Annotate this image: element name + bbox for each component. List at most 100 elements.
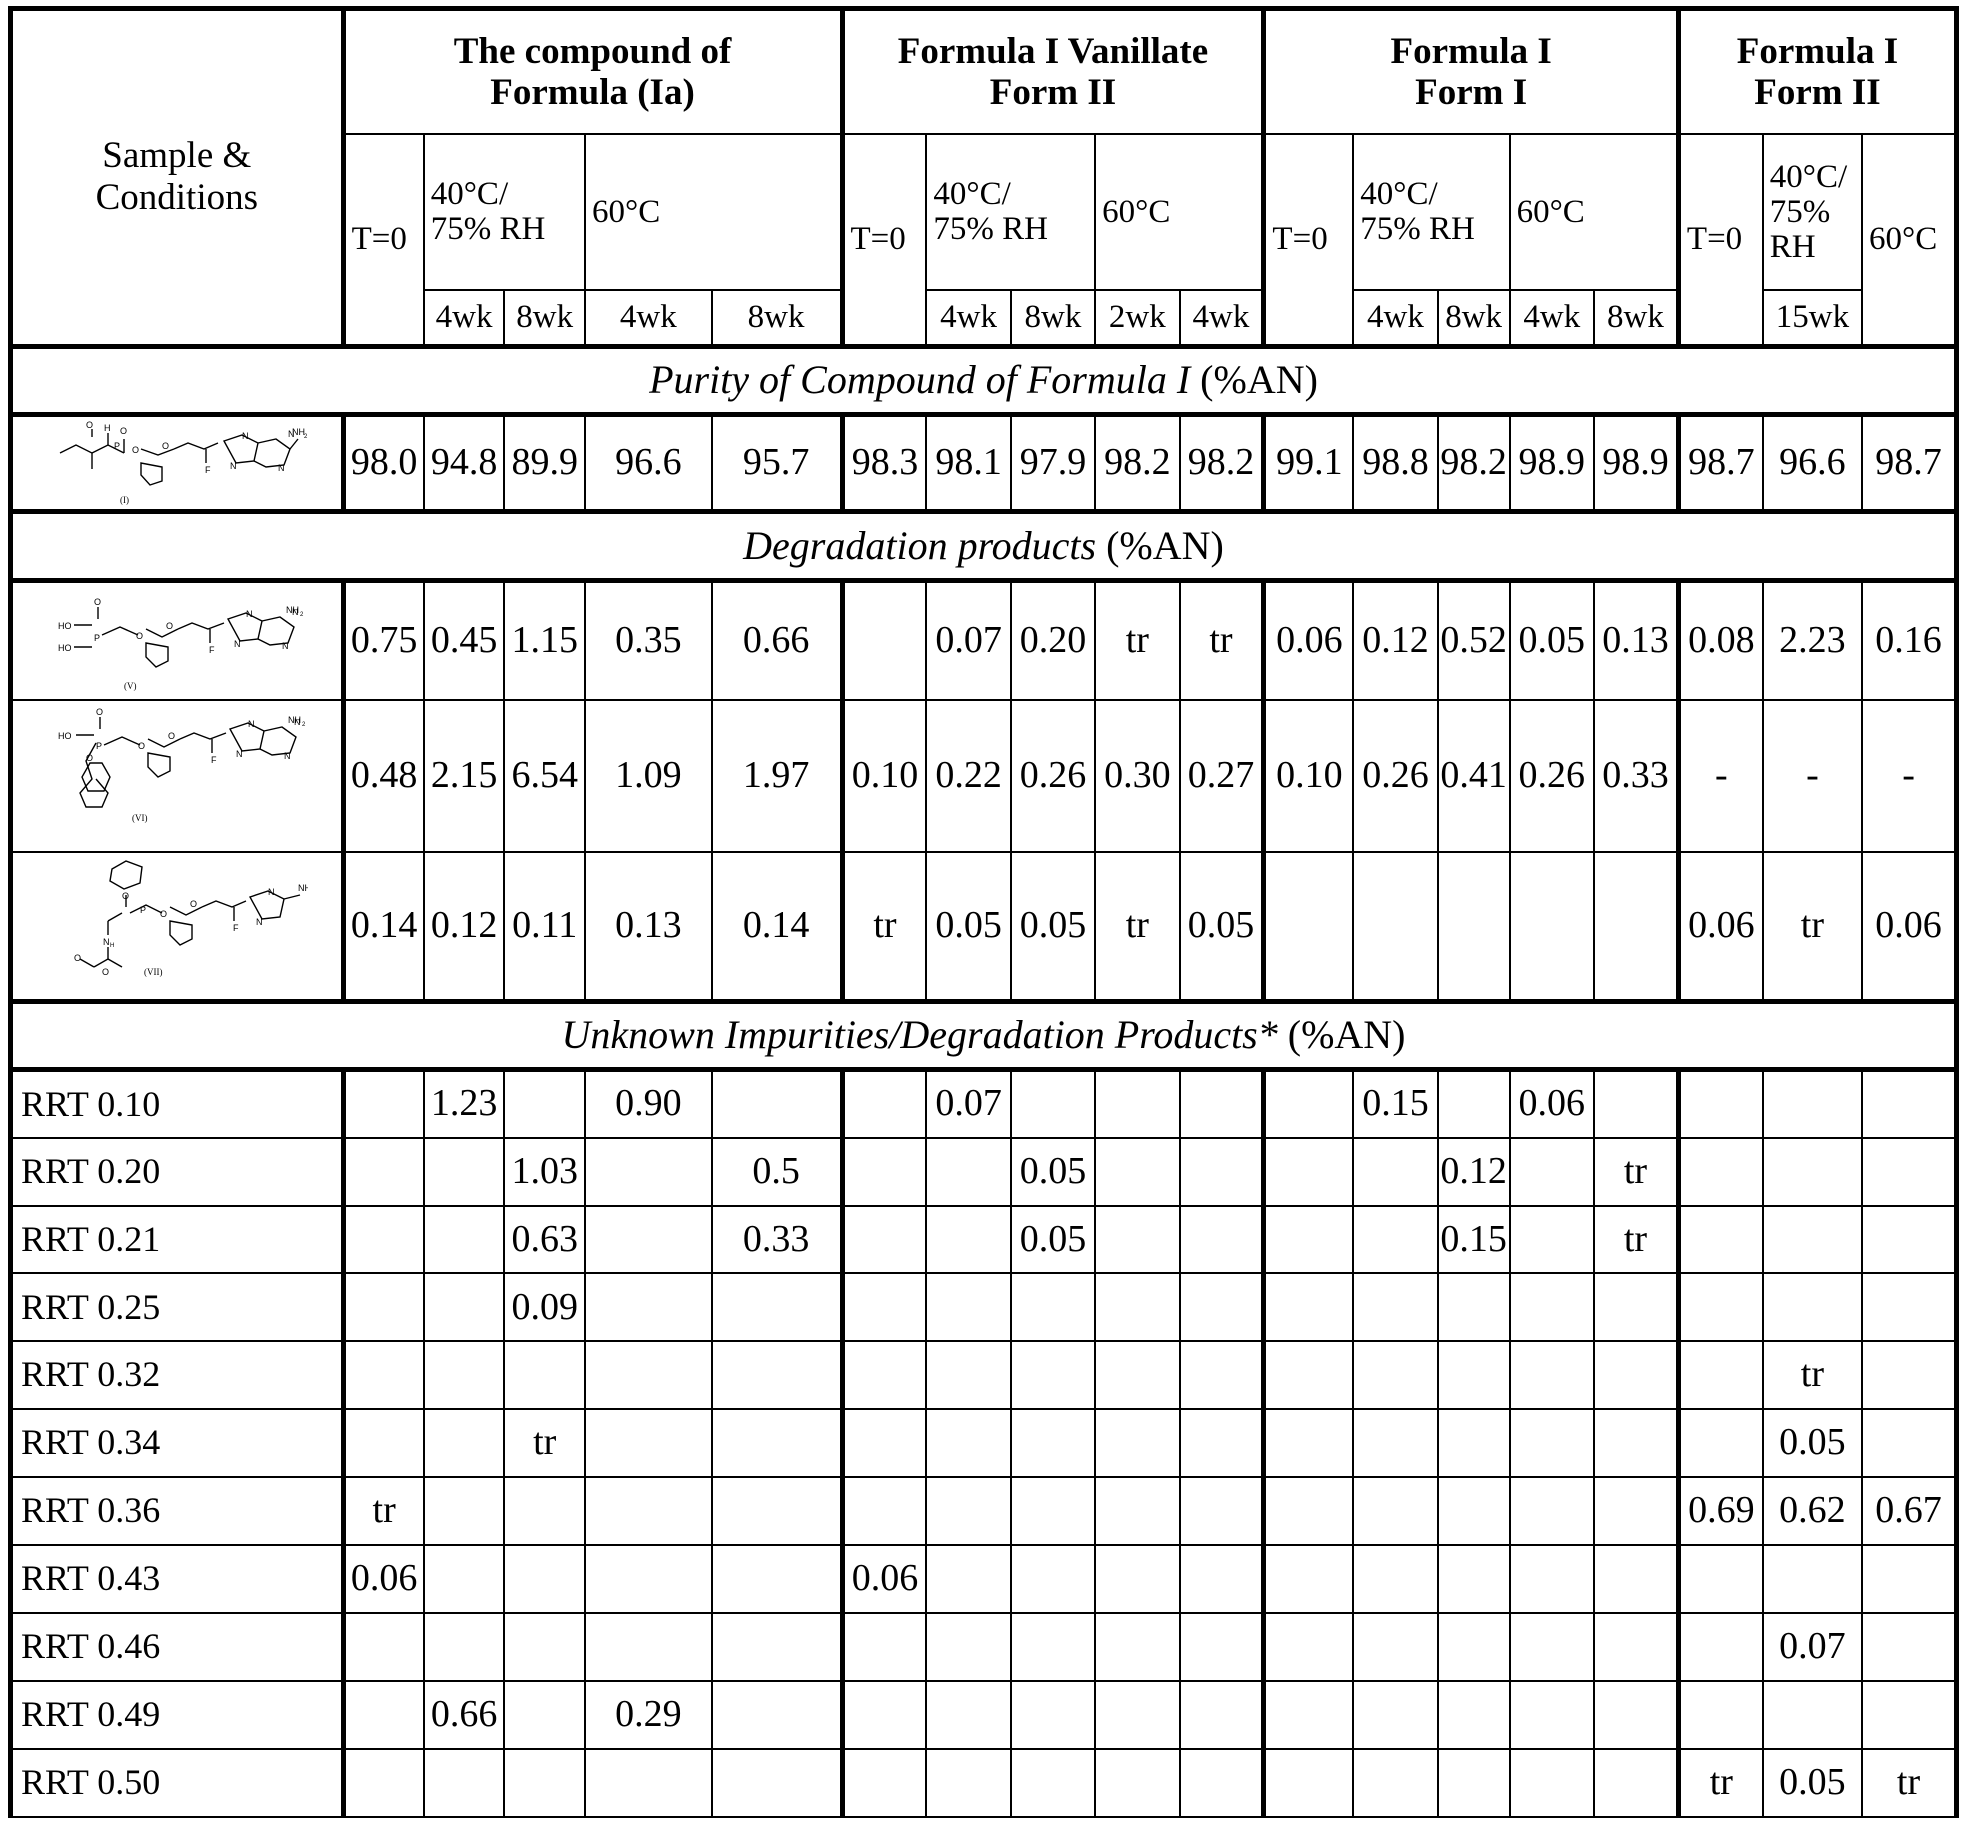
svg-text:N: N — [246, 609, 253, 619]
rrt-cell-r4-c9 — [1180, 1341, 1264, 1409]
sample-label-line1: Sample & — [13, 135, 341, 178]
structure-formula-i-svg: O O H P O O F N N N N NH 2 (I) — [46, 419, 308, 507]
rrt-cell-r4-c5 — [842, 1341, 926, 1409]
cell-v-14: 0.13 — [1594, 580, 1678, 700]
rrt-cell-r1-c2: 1.03 — [504, 1138, 585, 1206]
structure-compound-vi-svg: HO O P O O O F N N N N NH 2 (VI) — [46, 703, 308, 849]
rrt-cell-r3-c3 — [585, 1273, 712, 1341]
cell-v-8: tr — [1095, 580, 1179, 700]
structure-compound-vii: O P O O N H O O F N N NH 2 (VII) — [11, 852, 344, 1002]
svg-text:P: P — [96, 741, 102, 751]
rrt-cell-r10-c7 — [1011, 1749, 1095, 1817]
rrt-cell-r2-c14: tr — [1594, 1206, 1678, 1274]
cell-purity-17: 98.7 — [1862, 415, 1956, 512]
cond-fii-rh: 40°C/ 75% RH — [1763, 134, 1862, 290]
rrt-cell-r10-c14 — [1594, 1749, 1678, 1817]
rrt-cell-r6-c7 — [1011, 1477, 1095, 1545]
rrt-cell-r4-c1 — [424, 1341, 505, 1409]
cond-van-rh-line2: 75% RH — [933, 212, 1094, 247]
rrt-cell-r2-c7: 0.05 — [1011, 1206, 1095, 1274]
svg-text:2: 2 — [304, 434, 308, 440]
rrt-table-row: RRT 0.250.09 — [11, 1273, 1957, 1341]
svg-text:2: 2 — [302, 722, 306, 728]
svg-text:HO: HO — [58, 643, 72, 653]
cell-v-10: 0.06 — [1264, 580, 1353, 700]
cell-vi-7: 0.26 — [1011, 700, 1095, 852]
rrt-cell-r9-c6 — [926, 1681, 1010, 1749]
rrt-cell-r5-c5 — [842, 1409, 926, 1477]
svg-text:O: O — [102, 967, 109, 977]
cond-fi-rh-line2: 75% RH — [1360, 212, 1508, 247]
rrt-cell-r1-c6 — [926, 1138, 1010, 1206]
cell-vii-9: 0.05 — [1180, 852, 1264, 1002]
rrt-cell-r2-c16 — [1763, 1206, 1862, 1274]
wk-ia-60c-4wk: 4wk — [585, 290, 712, 346]
rrt-cell-r10-c4 — [712, 1749, 842, 1817]
rrt-cell-r1-c5 — [842, 1138, 926, 1206]
wk-fi-rh-4wk: 4wk — [1353, 290, 1437, 346]
rrt-label: RRT 0.10 — [11, 1070, 344, 1138]
rrt-cell-r8-c16: 0.07 — [1763, 1613, 1862, 1681]
cell-vii-10 — [1264, 852, 1353, 1002]
rrt-cell-r0-c8 — [1095, 1070, 1179, 1138]
wk-van-rh-8wk: 8wk — [1011, 290, 1095, 346]
cell-vii-0: 0.14 — [343, 852, 424, 1002]
cell-vii-16: tr — [1763, 852, 1862, 1002]
data-row-compound-v: HO HO O P O O F N N N N NH 2 (V) 0.75 0.… — [11, 580, 1957, 700]
rrt-cell-r10-c13 — [1510, 1749, 1594, 1817]
rrt-cell-r1-c9 — [1180, 1138, 1264, 1206]
data-row-compound-vi: HO O P O O O F N N N N NH 2 (VI) 0.48 2.… — [11, 700, 1957, 852]
section-row-unknown: Unknown Impurities/Degradation Products*… — [11, 1001, 1957, 1070]
cell-purity-12: 98.2 — [1438, 415, 1510, 512]
cell-vi-3: 1.09 — [585, 700, 712, 852]
rrt-cell-r10-c0 — [343, 1749, 424, 1817]
rrt-cell-r9-c2 — [504, 1681, 585, 1749]
header-group-row: Sample & Conditions The compound of Form… — [11, 9, 1957, 135]
rrt-cell-r10-c16: 0.05 — [1763, 1749, 1862, 1817]
header-group-formula-i-form-i: Formula I Form I — [1264, 9, 1678, 135]
section-title-purity: Purity of Compound of Formula I (%AN) — [11, 346, 1957, 415]
rrt-cell-r9-c1: 0.66 — [424, 1681, 505, 1749]
rrt-table-row: RRT 0.32tr — [11, 1341, 1957, 1409]
rrt-cell-r1-c7: 0.05 — [1011, 1138, 1095, 1206]
section-unknown-unit: (%AN) — [1288, 1012, 1406, 1057]
cond-fii-rh-line1: 40°C/ — [1770, 160, 1861, 195]
svg-text:2: 2 — [300, 612, 304, 618]
cell-v-11: 0.12 — [1353, 580, 1437, 700]
wk-van-rh-4wk: 4wk — [926, 290, 1010, 346]
svg-text:O: O — [162, 441, 169, 451]
cell-vii-14 — [1594, 852, 1678, 1002]
rrt-cell-r3-c14 — [1594, 1273, 1678, 1341]
rrt-label: RRT 0.20 — [11, 1138, 344, 1206]
rrt-cell-r4-c15 — [1678, 1341, 1762, 1409]
data-row-purity: O O H P O O F N N N N NH 2 (I) 98.0 94.8 — [11, 415, 1957, 512]
rrt-cell-r9-c4 — [712, 1681, 842, 1749]
cond-van-t0: T=0 — [842, 134, 926, 346]
rrt-label: RRT 0.34 — [11, 1409, 344, 1477]
rrt-cell-r3-c1 — [424, 1273, 505, 1341]
rrt-cell-r0-c4 — [712, 1070, 842, 1138]
rrt-cell-r2-c3 — [585, 1206, 712, 1274]
structure-formula-i: O O H P O O F N N N N NH 2 (I) — [11, 415, 344, 512]
rrt-cell-r6-c14 — [1594, 1477, 1678, 1545]
rrt-cell-r8-c17 — [1862, 1613, 1956, 1681]
wk-fi-rh-8wk: 8wk — [1438, 290, 1510, 346]
rrt-cell-r8-c13 — [1510, 1613, 1594, 1681]
rrt-cell-r3-c0 — [343, 1273, 424, 1341]
rrt-cell-r6-c0: tr — [343, 1477, 424, 1545]
rrt-cell-r5-c16: 0.05 — [1763, 1409, 1862, 1477]
svg-text:N: N — [256, 917, 263, 927]
rrt-cell-r0-c14 — [1594, 1070, 1678, 1138]
rrt-label: RRT 0.49 — [11, 1681, 344, 1749]
rrt-cell-r3-c6 — [926, 1273, 1010, 1341]
cell-vii-11 — [1353, 852, 1437, 1002]
rrt-cell-r3-c7 — [1011, 1273, 1095, 1341]
rrt-cell-r6-c5 — [842, 1477, 926, 1545]
header-group-compound-ia: The compound of Formula (Ia) — [343, 9, 842, 135]
rrt-table-row: RRT 0.201.030.50.050.12tr — [11, 1138, 1957, 1206]
rrt-cell-r5-c17 — [1862, 1409, 1956, 1477]
cell-vii-6: 0.05 — [926, 852, 1010, 1002]
cond-ia-rh-line2: 75% RH — [431, 212, 584, 247]
cell-vii-12 — [1438, 852, 1510, 1002]
rrt-cell-r1-c16 — [1763, 1138, 1862, 1206]
